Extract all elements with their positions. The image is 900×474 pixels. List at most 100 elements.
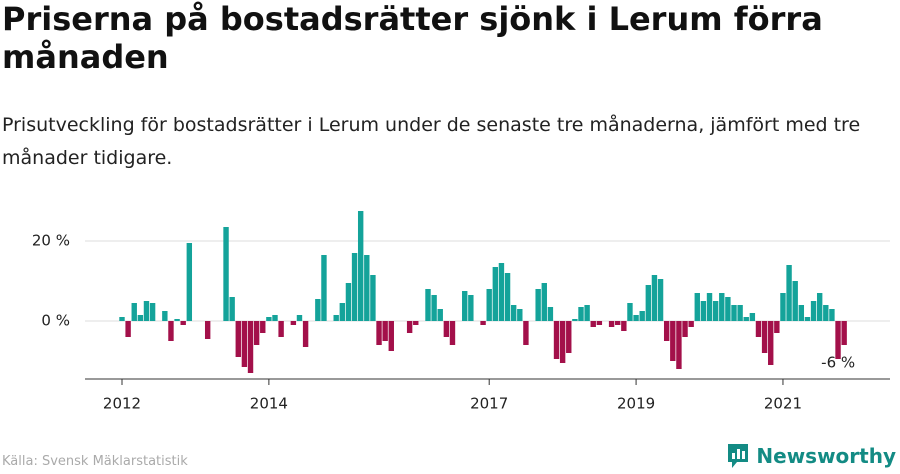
bar — [333, 315, 339, 321]
bar — [223, 227, 229, 321]
bar — [247, 321, 254, 373]
bar — [835, 321, 841, 359]
bar — [700, 301, 707, 321]
bar — [572, 319, 578, 321]
bar — [266, 317, 272, 321]
bar — [382, 321, 388, 341]
bar — [706, 293, 713, 321]
bar — [768, 321, 774, 365]
bar — [462, 291, 468, 321]
bar — [431, 295, 437, 321]
bar — [131, 303, 137, 321]
bar — [492, 267, 499, 321]
bar — [168, 321, 174, 341]
bar — [743, 317, 749, 321]
bar — [498, 263, 505, 321]
bar — [823, 305, 829, 321]
bar — [406, 321, 413, 333]
bar — [749, 313, 756, 321]
bar — [364, 255, 370, 321]
bar — [725, 297, 731, 321]
bar — [559, 321, 566, 363]
bar — [633, 315, 639, 321]
bar — [357, 211, 364, 321]
bar — [388, 321, 394, 351]
bar — [731, 305, 737, 321]
bar — [143, 301, 150, 321]
bar — [578, 307, 584, 321]
bar — [627, 303, 633, 321]
bar — [296, 315, 303, 321]
bar — [119, 317, 125, 321]
bar — [663, 321, 670, 341]
source-note: Källa: Svensk Mäklarstatistik — [2, 454, 188, 469]
bar — [241, 321, 248, 367]
bar — [596, 321, 603, 325]
bar — [804, 317, 811, 321]
bar — [290, 321, 297, 325]
brand-logo: Newsworthy — [726, 442, 896, 470]
bar — [639, 311, 645, 321]
bar — [755, 321, 762, 337]
bar — [137, 315, 144, 321]
bar — [517, 309, 523, 321]
bar — [370, 275, 376, 321]
bar — [125, 321, 131, 337]
annotation: -6 % — [821, 354, 855, 372]
bar — [841, 321, 847, 345]
bar — [792, 281, 798, 321]
bar — [468, 295, 474, 321]
x-tick-label: 2012 — [103, 395, 141, 413]
bar — [510, 305, 517, 321]
bar — [186, 243, 193, 321]
bar — [180, 321, 186, 325]
bar — [204, 321, 211, 339]
x-tick-label: 2017 — [470, 395, 508, 413]
x-tick-label: 2021 — [764, 395, 802, 413]
bar — [566, 321, 572, 353]
bar — [272, 315, 278, 321]
bar — [443, 321, 450, 337]
bar — [345, 283, 352, 321]
bar — [425, 289, 431, 321]
bar — [321, 255, 327, 321]
bar — [486, 289, 492, 321]
bar — [676, 321, 682, 369]
bar — [829, 309, 835, 321]
bar — [547, 307, 554, 321]
bar — [541, 283, 547, 321]
bar — [816, 293, 823, 321]
y-tick-label: 0 % — [41, 312, 70, 330]
bar — [278, 321, 284, 337]
bar — [688, 321, 694, 327]
bar — [480, 321, 486, 325]
bar — [712, 301, 719, 321]
bar — [694, 293, 700, 321]
bar — [523, 321, 529, 345]
bar — [761, 321, 768, 353]
bar — [590, 321, 596, 327]
bar — [584, 305, 590, 321]
bar — [504, 273, 511, 321]
bar — [437, 309, 443, 321]
bar — [645, 285, 652, 321]
bar — [719, 293, 725, 321]
brand-icon — [728, 444, 749, 468]
chart-subtitle: Prisutveckling för bostadsrätter i Lerum… — [2, 114, 861, 169]
bar — [235, 321, 241, 357]
bar — [339, 303, 346, 321]
bar — [413, 321, 419, 325]
bar — [786, 265, 792, 321]
bar — [810, 301, 817, 321]
bar — [351, 253, 358, 321]
bar — [780, 293, 786, 321]
bar — [615, 321, 621, 325]
x-tick-label: 2014 — [250, 395, 288, 413]
bar — [449, 321, 456, 345]
x-tick-label: 2019 — [617, 395, 655, 413]
bar — [737, 305, 743, 321]
bar — [621, 321, 627, 331]
bar — [253, 321, 260, 345]
